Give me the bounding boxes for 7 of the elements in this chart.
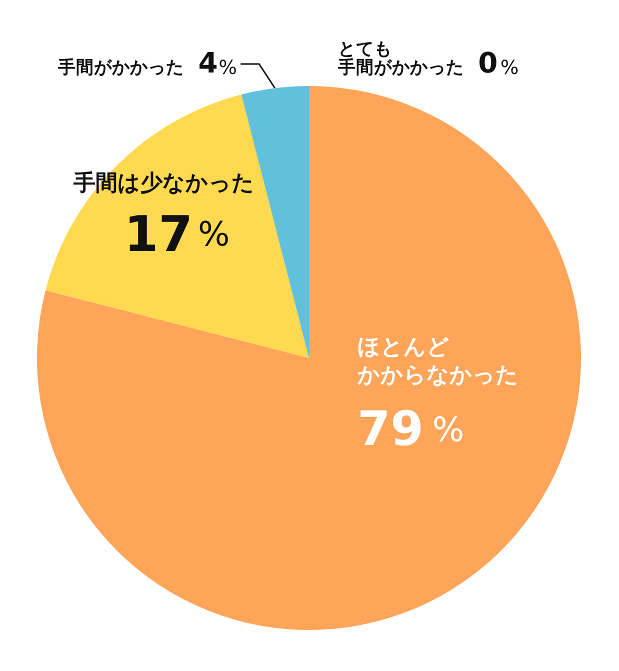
text: 0% <box>478 46 519 80</box>
slice-label: ほとんどかからなかった <box>356 334 518 388</box>
category-label: とても手間がかかった <box>338 40 464 78</box>
slice-label: 手間がかかった <box>57 57 184 78</box>
data-label: 4% <box>198 46 238 80</box>
data-label: 17% <box>124 204 230 263</box>
data-label: 79% <box>357 402 464 457</box>
